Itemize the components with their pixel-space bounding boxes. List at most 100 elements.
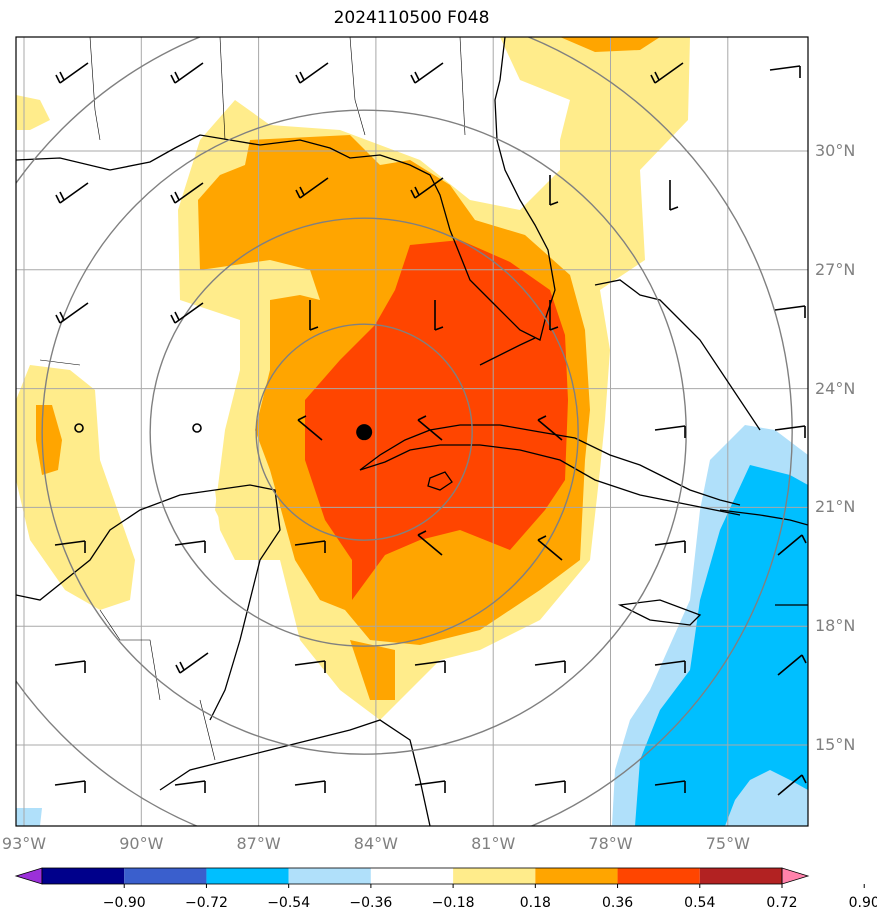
- wind-barb: [774, 305, 806, 318]
- colorbar-tick-label: −0.18: [431, 895, 475, 911]
- gulf-coast-north: [16, 37, 556, 341]
- cuba-south: [359, 444, 741, 516]
- colorbar-segment: [288, 868, 371, 884]
- wind-barb: [410, 62, 444, 84]
- wind-barb: [170, 302, 204, 324]
- colorbar-segment: [42, 868, 125, 884]
- wind-barb: [410, 177, 444, 199]
- colorbar-extend-low: [14, 867, 43, 885]
- wind-barb: [175, 652, 209, 674]
- map-title: 2024110500 F048: [333, 8, 490, 28]
- lon-label: 90°W: [119, 834, 164, 853]
- field-negative-036: [635, 465, 808, 826]
- wind-barb: [55, 182, 89, 204]
- lon-label: 84°W: [353, 834, 398, 853]
- coastlines: [16, 37, 808, 826]
- colorbar-segment: [370, 868, 454, 884]
- wind-barb: [669, 180, 679, 211]
- colorbar-tick-label: −0.54: [267, 895, 311, 911]
- lat-label: 24°N: [815, 378, 856, 398]
- distance-ring: [149, 217, 579, 647]
- wind-barb: [294, 780, 326, 793]
- lat-label: 15°N: [815, 735, 856, 754]
- wind-barb: [654, 540, 686, 553]
- wind-barb: [654, 660, 686, 673]
- colorbar-tick-label: 0.72: [766, 895, 798, 911]
- wind-barb: [54, 780, 86, 793]
- wind-barb: [414, 780, 446, 793]
- colorbar-tick-label: 0.90: [848, 895, 877, 911]
- field-positive-054: [305, 240, 568, 600]
- wind-barb: [297, 415, 323, 441]
- cuba: [359, 424, 741, 506]
- wind-barb: [414, 660, 446, 673]
- wind-barb: [537, 415, 563, 441]
- colorbar-segment: [206, 868, 289, 884]
- colorbar-tick-label: 0.54: [684, 895, 716, 911]
- shaded-field: [16, 37, 808, 826]
- lon-label: 87°W: [236, 834, 281, 853]
- wind-barb: [174, 780, 206, 793]
- wind-barb: [549, 300, 559, 331]
- colorbar-segment: [535, 868, 618, 884]
- wind-barb: [549, 175, 559, 206]
- wind-barb: [774, 425, 806, 438]
- wind-barb: [650, 62, 684, 84]
- colorbar-segment: [453, 868, 536, 884]
- wind-barb: [309, 300, 319, 331]
- wind-barb: [55, 62, 89, 84]
- wind-barbs: [54, 62, 807, 796]
- field-positive-036-yuc: [350, 640, 395, 700]
- wind-barb: [534, 660, 566, 673]
- distance-ring: [255, 323, 473, 541]
- bahamas: [594, 279, 761, 431]
- calm-wind-marker: [74, 423, 84, 433]
- wind-barb: [170, 182, 204, 204]
- hispaniola: [719, 509, 808, 526]
- yucatan: [16, 484, 281, 721]
- wind-barb: [170, 62, 204, 84]
- colorbar-tick-label: 0.18: [519, 895, 551, 911]
- lat-label: 21°N: [815, 497, 856, 517]
- calm-wind-marker: [192, 423, 202, 433]
- colorbar-segment: [699, 868, 782, 884]
- storm-center-marker: [356, 424, 373, 441]
- wind-barb: [777, 774, 807, 796]
- field-positive-018-nw: [16, 95, 50, 130]
- wind-barb: [417, 530, 443, 556]
- map-frame: [15, 36, 809, 827]
- wind-barb: [769, 65, 801, 78]
- lat-label: 27°N: [815, 259, 856, 279]
- lon-label: 81°W: [471, 834, 516, 853]
- wind-barb: [417, 415, 443, 441]
- wind-barb: [55, 302, 89, 324]
- wind-barb: [295, 177, 329, 199]
- lat-label: 30°N: [815, 141, 856, 160]
- lon-label: 78°W: [588, 834, 633, 853]
- colorbar-tick-label: −0.36: [349, 895, 393, 911]
- wind-barb: [777, 654, 807, 676]
- wind-barb: [294, 540, 326, 553]
- wind-barb: [654, 780, 686, 793]
- colorbar-frame: [41, 867, 783, 885]
- distance-ring: [16, 37, 793, 826]
- wind-barb: [654, 425, 686, 438]
- wind-barb: [54, 540, 86, 553]
- wind-barb: [537, 535, 563, 561]
- wind-barb: [434, 300, 444, 331]
- colorbar-tick-label: −0.72: [184, 895, 228, 911]
- colorbar-tick-label: −0.90: [102, 895, 146, 911]
- colorbar: [14, 867, 865, 888]
- distance-rings: [16, 37, 793, 826]
- field-negative-018-sw: [16, 808, 42, 826]
- lon-label: 93°W: [1, 834, 47, 853]
- wind-barb: [295, 62, 329, 84]
- distance-ring: [41, 109, 687, 755]
- isle-of-youth: [427, 471, 453, 491]
- wind-barb: [534, 780, 566, 793]
- jamaica: [617, 599, 702, 626]
- wind-barb: [294, 660, 326, 673]
- colorbar-segment: [617, 868, 700, 884]
- wind-barb: [54, 660, 86, 673]
